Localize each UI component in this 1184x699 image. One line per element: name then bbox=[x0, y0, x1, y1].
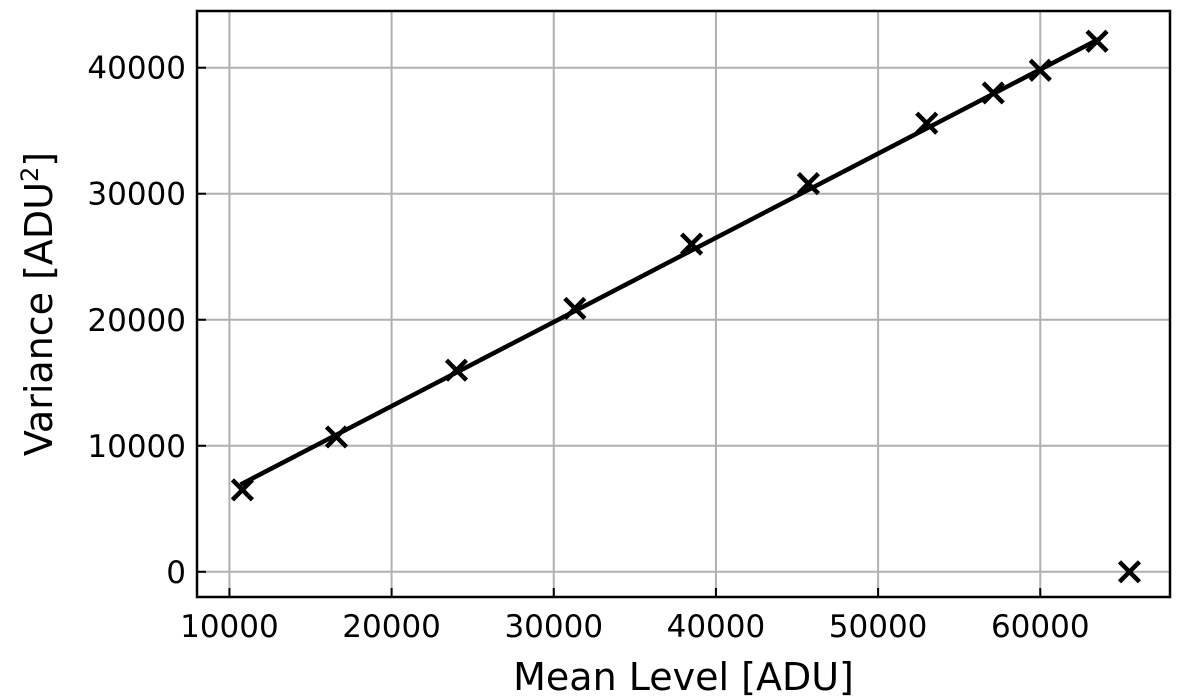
y-axis-label: Variance [ADU2] bbox=[16, 152, 61, 456]
x-tick-label: 50000 bbox=[829, 609, 928, 645]
data-points bbox=[230, 29, 1142, 584]
data-point-marker bbox=[324, 425, 349, 449]
plot-frame bbox=[195, 9, 1172, 599]
x-tick-label: 40000 bbox=[667, 609, 766, 645]
y-tick-label: 40000 bbox=[87, 51, 186, 87]
y-axis-label-close: ] bbox=[17, 152, 61, 167]
data-point-marker bbox=[563, 296, 587, 321]
data-point-marker bbox=[444, 358, 469, 382]
data-point-marker bbox=[1117, 560, 1142, 584]
y-tick-label: 20000 bbox=[87, 303, 186, 339]
data-point-marker bbox=[230, 478, 254, 502]
x-tick-label: 30000 bbox=[504, 609, 603, 645]
x-tick-label: 10000 bbox=[180, 609, 279, 645]
data-point-marker bbox=[1028, 58, 1052, 82]
grid-lines bbox=[197, 11, 1170, 597]
data-point-marker bbox=[981, 81, 1005, 105]
y-tick-label: 0 bbox=[166, 555, 186, 591]
y-axis-label-superscript: 2 bbox=[16, 167, 44, 182]
y-axis-label-main: Variance [ADU bbox=[17, 182, 61, 456]
x-tick-label: 60000 bbox=[991, 609, 1090, 645]
x-axis-label: Mean Level [ADU] bbox=[513, 655, 854, 699]
fit-line-group bbox=[239, 36, 1101, 487]
axis-ticks: 10000 20000 30000 40000 50000 60000 0 10000 2000… bbox=[87, 51, 1089, 645]
y-tick-label: 30000 bbox=[87, 177, 186, 213]
x-tick-label: 20000 bbox=[342, 609, 441, 645]
data-point-marker bbox=[1085, 29, 1109, 53]
data-point-marker bbox=[796, 172, 820, 196]
y-tick-label: 10000 bbox=[87, 429, 186, 465]
data-point-marker bbox=[680, 232, 704, 256]
data-point-marker bbox=[915, 111, 939, 135]
fit-line bbox=[239, 36, 1101, 487]
